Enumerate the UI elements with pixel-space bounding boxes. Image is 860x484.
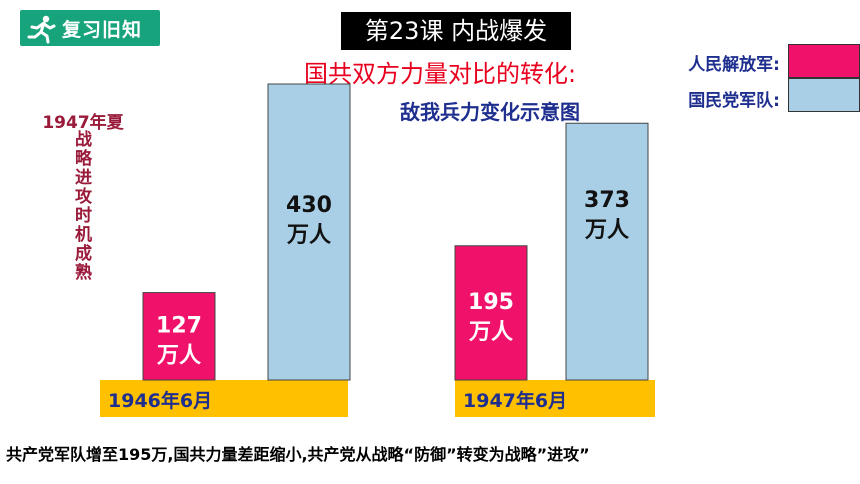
bar-kmt-1 xyxy=(565,122,649,381)
review-badge: 复习旧知 xyxy=(20,10,160,46)
bar-unit-0-0: 万人 xyxy=(156,343,201,368)
footer-summary: 共产党军队增至195万,国共力量差距缩小,共产党从战略“防御”转变为战略”进攻” xyxy=(6,445,590,464)
bar-value-0-1: 195 xyxy=(468,290,514,315)
category-base-0 xyxy=(100,380,348,417)
category-label-1: 1947年6月 xyxy=(463,389,567,412)
bar-unit-1-0: 万人 xyxy=(286,223,331,248)
category-label-0: 1946年6月 xyxy=(108,389,212,412)
lesson-title: 第23课 内战爆发 xyxy=(341,12,571,50)
compare-title: 国共双方力量对比的转化: xyxy=(303,60,577,88)
side-note-text: 战略进攻时机成熟 xyxy=(71,130,91,282)
bar-unit-0-1: 万人 xyxy=(468,320,513,345)
runner-icon xyxy=(27,15,56,44)
legend-label-kmt: 国民党军队: xyxy=(688,91,780,111)
bar-value-0-0: 127 xyxy=(156,313,202,338)
chart-title: 敌我兵力变化示意图 xyxy=(400,100,580,124)
legend-swatch-kmt xyxy=(788,78,860,112)
legend-label-pla: 人民解放军: xyxy=(688,55,780,75)
bar-unit-1-1: 万人 xyxy=(584,218,629,243)
bar-value-1-1: 373 xyxy=(584,188,630,213)
side-note-year: 1947年夏 xyxy=(42,113,124,133)
bar-value-1-0: 430 xyxy=(286,193,332,218)
bar-pla-1 xyxy=(454,245,528,381)
category-base-1 xyxy=(455,380,655,417)
legend-swatch-pla xyxy=(788,44,860,78)
bar-pla-0 xyxy=(142,292,216,381)
bar-kmt-0 xyxy=(267,83,351,381)
badge-label: 复习旧知 xyxy=(62,18,143,41)
